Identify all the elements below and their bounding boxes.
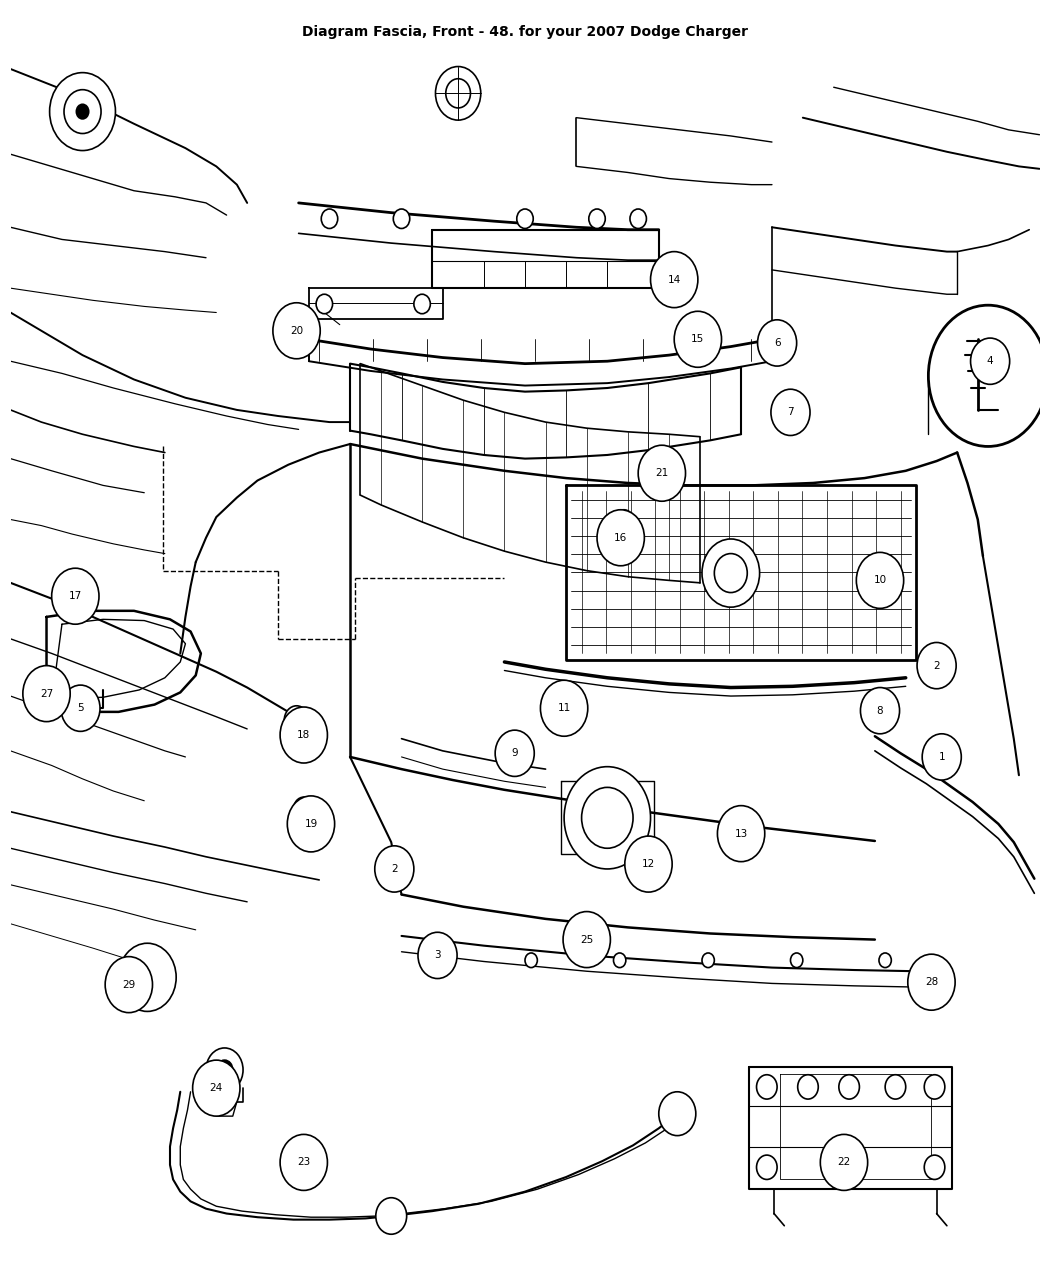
Circle shape xyxy=(857,552,904,608)
Circle shape xyxy=(885,1075,906,1099)
Circle shape xyxy=(757,320,797,366)
Text: 11: 11 xyxy=(558,704,571,713)
Circle shape xyxy=(436,66,481,120)
Circle shape xyxy=(589,209,605,228)
Circle shape xyxy=(316,295,333,314)
Circle shape xyxy=(216,1060,233,1080)
Circle shape xyxy=(61,685,100,732)
Text: 5: 5 xyxy=(77,704,84,713)
Text: 22: 22 xyxy=(837,1158,850,1168)
Text: 1: 1 xyxy=(939,752,945,762)
Text: 24: 24 xyxy=(210,1084,223,1093)
Circle shape xyxy=(625,836,672,892)
Circle shape xyxy=(49,73,116,150)
Circle shape xyxy=(756,1155,777,1179)
Circle shape xyxy=(970,338,1010,384)
Text: 10: 10 xyxy=(874,575,886,585)
Circle shape xyxy=(908,954,956,1010)
Circle shape xyxy=(924,1075,945,1099)
Circle shape xyxy=(541,681,588,736)
Circle shape xyxy=(517,209,533,228)
Circle shape xyxy=(285,706,309,734)
Text: 21: 21 xyxy=(655,468,669,478)
Circle shape xyxy=(293,797,314,821)
Text: 18: 18 xyxy=(297,731,311,739)
Circle shape xyxy=(525,952,538,968)
Circle shape xyxy=(280,708,328,762)
Text: 2: 2 xyxy=(391,864,398,873)
Circle shape xyxy=(105,956,152,1012)
Text: 8: 8 xyxy=(877,705,883,715)
Circle shape xyxy=(714,553,748,593)
Circle shape xyxy=(414,295,430,314)
Circle shape xyxy=(651,251,698,307)
Circle shape xyxy=(702,952,714,968)
Text: 12: 12 xyxy=(642,859,655,870)
Text: 28: 28 xyxy=(925,977,938,987)
Text: 20: 20 xyxy=(290,326,303,335)
Text: Diagram Fascia, Front - 48. for your 2007 Dodge Charger: Diagram Fascia, Front - 48. for your 200… xyxy=(302,26,748,38)
Circle shape xyxy=(64,89,101,134)
Circle shape xyxy=(23,666,70,722)
Circle shape xyxy=(597,510,645,566)
Text: 16: 16 xyxy=(614,533,627,543)
Circle shape xyxy=(375,845,414,892)
Circle shape xyxy=(917,643,957,689)
Circle shape xyxy=(613,952,626,968)
Text: 23: 23 xyxy=(297,1158,311,1168)
Circle shape xyxy=(582,788,633,848)
Text: 29: 29 xyxy=(122,979,135,989)
Circle shape xyxy=(924,1155,945,1179)
Circle shape xyxy=(922,734,962,780)
Text: 14: 14 xyxy=(668,274,680,284)
Circle shape xyxy=(756,1075,777,1099)
Circle shape xyxy=(51,569,99,625)
Circle shape xyxy=(928,305,1048,446)
Circle shape xyxy=(879,952,891,968)
Circle shape xyxy=(563,912,610,968)
Text: 17: 17 xyxy=(68,592,82,602)
Circle shape xyxy=(717,806,764,862)
Text: 25: 25 xyxy=(580,935,593,945)
Circle shape xyxy=(860,687,900,734)
Circle shape xyxy=(820,1135,867,1191)
Circle shape xyxy=(418,932,457,978)
Text: 19: 19 xyxy=(304,819,317,829)
Circle shape xyxy=(658,1091,696,1136)
Text: 27: 27 xyxy=(40,688,54,699)
Text: 3: 3 xyxy=(435,950,441,960)
Circle shape xyxy=(564,766,651,870)
Text: 6: 6 xyxy=(774,338,780,348)
Circle shape xyxy=(394,209,410,228)
Text: 9: 9 xyxy=(511,748,518,759)
Circle shape xyxy=(446,79,470,108)
Circle shape xyxy=(771,389,810,436)
Text: 7: 7 xyxy=(788,407,794,417)
Circle shape xyxy=(702,539,759,607)
Circle shape xyxy=(273,302,320,358)
Text: 4: 4 xyxy=(987,356,993,366)
Circle shape xyxy=(280,1135,328,1191)
Circle shape xyxy=(437,952,448,968)
Circle shape xyxy=(630,209,647,228)
Circle shape xyxy=(774,394,795,418)
Circle shape xyxy=(206,1048,243,1091)
Circle shape xyxy=(613,510,634,534)
Circle shape xyxy=(674,311,721,367)
Text: 2: 2 xyxy=(933,660,940,671)
Circle shape xyxy=(376,1197,406,1234)
Circle shape xyxy=(192,1060,240,1116)
Circle shape xyxy=(638,445,686,501)
Text: 15: 15 xyxy=(691,334,705,344)
Circle shape xyxy=(77,105,88,119)
Circle shape xyxy=(321,209,338,228)
Circle shape xyxy=(791,952,803,968)
Circle shape xyxy=(119,944,176,1011)
Circle shape xyxy=(288,796,335,852)
Text: 13: 13 xyxy=(734,829,748,839)
Circle shape xyxy=(675,323,700,352)
Circle shape xyxy=(839,1075,859,1099)
Circle shape xyxy=(496,731,534,776)
Circle shape xyxy=(798,1075,818,1099)
